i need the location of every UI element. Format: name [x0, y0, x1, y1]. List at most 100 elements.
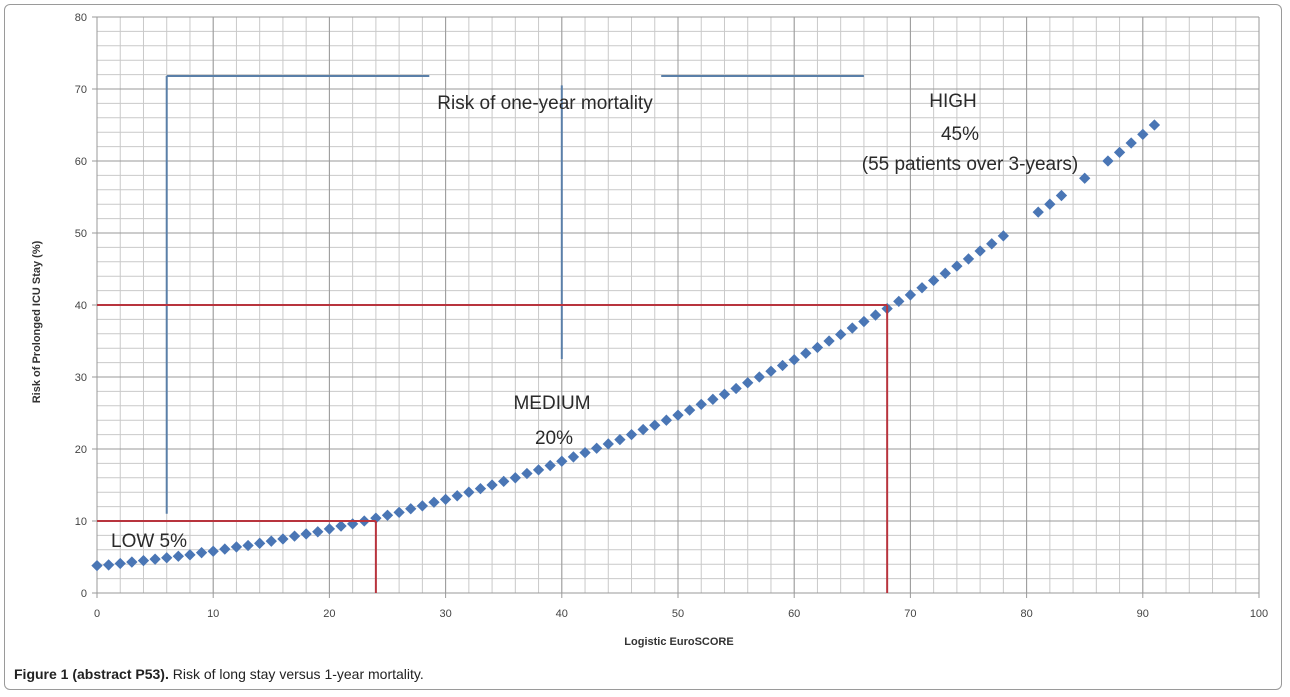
data-point [927, 274, 940, 287]
data-point [172, 550, 184, 562]
x-tick-label: 90 [1137, 608, 1149, 620]
x-tick-label: 100 [1250, 608, 1268, 620]
data-point [405, 503, 417, 515]
data-point [137, 554, 150, 567]
data-point [707, 393, 719, 405]
data-point [637, 423, 649, 436]
annotation-high-pct: 45% [941, 124, 979, 145]
caption-text: Risk of long stay versus 1-year mortalit… [172, 666, 424, 682]
data-point [765, 365, 777, 377]
data-point [521, 467, 533, 480]
data-point [660, 414, 673, 426]
data-point [1148, 119, 1161, 131]
data-point [439, 493, 452, 506]
y-tick-label: 20 [75, 444, 87, 456]
data-point [207, 545, 219, 557]
data-point [962, 253, 975, 265]
data-point [312, 526, 324, 538]
data-point [823, 335, 835, 347]
annotation-low: LOW 5% [111, 531, 187, 552]
data-point [893, 295, 905, 308]
data-point [951, 260, 963, 272]
data-point [463, 486, 475, 498]
data-point [451, 490, 463, 502]
data-point [1137, 128, 1149, 141]
annotation-risk-title: Risk of one-year mortality [437, 93, 653, 114]
data-point [486, 479, 498, 491]
y-tick-label: 60 [75, 156, 87, 168]
data-point [254, 537, 266, 549]
data-point [567, 451, 580, 463]
data-point [1055, 189, 1068, 202]
data-point [323, 523, 336, 535]
data-point [614, 433, 626, 446]
x-tick-label: 70 [904, 608, 916, 620]
y-tick-labels: 0 10 20 30 40 50 60 70 80 [75, 12, 87, 600]
x-tick-label: 40 [556, 608, 568, 620]
data-point [498, 475, 510, 488]
x-axis-label: Logistic EuroSCORE [624, 636, 733, 648]
y-tick-label: 30 [75, 372, 87, 384]
data-point [277, 533, 289, 545]
data-point [858, 315, 870, 328]
mortality-brackets [165, 75, 864, 514]
data-point [195, 547, 208, 559]
grid-major [92, 16, 1260, 598]
data-point [474, 482, 487, 495]
data-point [742, 377, 754, 389]
data-point [509, 472, 521, 484]
data-point [1102, 155, 1114, 167]
x-tick-label: 10 [207, 608, 219, 620]
data-point [230, 541, 243, 553]
y-tick-label: 10 [75, 516, 87, 528]
y-tick-label: 50 [75, 228, 87, 240]
data-point [1032, 206, 1044, 218]
y-tick-label: 0 [81, 588, 87, 600]
data-point [986, 238, 998, 250]
data-point [300, 528, 312, 540]
data-point [625, 428, 638, 441]
annotation-medium-pct: 20% [535, 428, 573, 449]
x-tick-label: 20 [323, 608, 335, 620]
data-point [695, 398, 707, 411]
y-tick-label: 40 [75, 300, 87, 312]
threshold-lines [97, 304, 889, 593]
data-point [683, 404, 696, 416]
y-axis-label: Risk of Prolonged ICU Stay (%) [31, 240, 43, 403]
x-tick-label: 80 [1020, 608, 1032, 620]
data-point [1044, 198, 1056, 210]
data-point [730, 382, 742, 395]
annotation-medium: MEDIUM [513, 393, 590, 414]
data-point [753, 371, 765, 383]
figure-caption: Figure 1 (abstract P53). Risk of long st… [14, 666, 424, 682]
annotation-high-patients: (55 patients over 3-years) [862, 154, 1079, 175]
x-tick-label: 30 [439, 608, 451, 620]
data-point [149, 553, 161, 565]
data-point [416, 500, 429, 512]
y-tick-label: 70 [75, 84, 87, 96]
data-point [1125, 137, 1137, 149]
data-point [161, 552, 173, 564]
data-point [126, 556, 138, 568]
data-point [602, 438, 614, 450]
data-points [91, 119, 1161, 572]
data-point [591, 442, 603, 454]
data-point [916, 282, 928, 294]
x-tick-label: 60 [788, 608, 800, 620]
data-point [776, 359, 789, 372]
data-point [869, 309, 882, 321]
data-point [974, 245, 986, 257]
x-tick-label: 0 [94, 608, 100, 620]
figure-frame [4, 4, 1282, 690]
data-point [91, 559, 103, 572]
data-point [428, 496, 440, 508]
data-point [939, 267, 951, 279]
data-point [102, 559, 115, 571]
data-point [346, 518, 359, 530]
data-point [846, 322, 858, 334]
x-tick-labels: 0 10 20 30 40 50 60 70 80 90 100 [94, 608, 1268, 620]
data-point [800, 347, 812, 359]
data-point [835, 328, 847, 341]
data-point [1113, 146, 1126, 159]
data-point [381, 509, 394, 521]
